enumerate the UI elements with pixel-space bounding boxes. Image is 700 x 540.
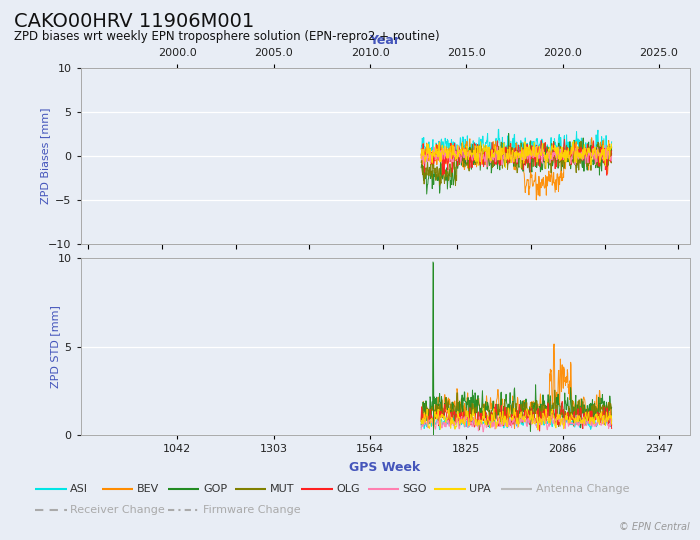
Text: GPS Week: GPS Week <box>349 461 421 474</box>
Text: Firmware Change: Firmware Change <box>203 505 300 515</box>
Text: BEV: BEV <box>136 484 159 494</box>
Y-axis label: ZPD Biases [mm]: ZPD Biases [mm] <box>41 107 50 204</box>
Text: ASI: ASI <box>70 484 88 494</box>
Text: CAKO00HRV 11906M001: CAKO00HRV 11906M001 <box>14 12 254 31</box>
Text: Antenna Change: Antenna Change <box>536 484 629 494</box>
Y-axis label: ZPD STD [mm]: ZPD STD [mm] <box>50 305 60 388</box>
Text: MUT: MUT <box>270 484 294 494</box>
Text: OLG: OLG <box>336 484 360 494</box>
Text: © EPN Central: © EPN Central <box>619 522 690 532</box>
X-axis label: Year: Year <box>370 35 400 48</box>
Text: Receiver Change: Receiver Change <box>70 505 164 515</box>
Text: SGO: SGO <box>402 484 427 494</box>
Text: UPA: UPA <box>469 484 491 494</box>
Text: ZPD biases wrt weekly EPN troposphere solution (EPN-repro2 + routine): ZPD biases wrt weekly EPN troposphere so… <box>14 30 440 43</box>
Text: GOP: GOP <box>203 484 227 494</box>
